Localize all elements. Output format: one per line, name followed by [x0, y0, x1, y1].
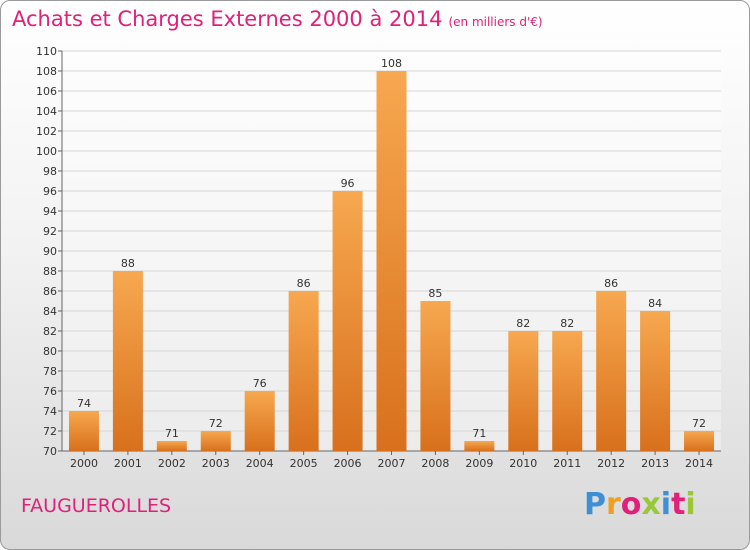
x-tick-label: 2004 [246, 457, 274, 470]
bar-value-label: 72 [209, 417, 223, 430]
logo-letter: t [671, 487, 686, 522]
bar [596, 291, 627, 451]
bar [156, 441, 187, 451]
bar [200, 431, 231, 451]
bar-value-label: 96 [341, 177, 355, 190]
logo-letter: i [685, 487, 696, 522]
bar [508, 331, 539, 451]
y-tick-label: 108 [36, 65, 57, 78]
x-tick-label: 2003 [202, 457, 230, 470]
x-tick-label: 2014 [685, 457, 713, 470]
bar-value-label: 74 [77, 397, 91, 410]
y-tick-label: 106 [36, 85, 57, 98]
y-tick-label: 98 [43, 165, 57, 178]
bar [68, 411, 99, 451]
y-tick-label: 110 [36, 45, 57, 58]
bar [640, 311, 671, 451]
y-tick-label: 84 [43, 305, 57, 318]
x-tick-label: 2002 [158, 457, 186, 470]
x-tick-label: 2010 [509, 457, 537, 470]
bar-value-label: 82 [560, 317, 574, 330]
bar [332, 191, 363, 451]
y-tick-label: 96 [43, 185, 57, 198]
logo-letter: P [584, 487, 606, 522]
bar [464, 441, 495, 451]
x-tick-label: 2008 [421, 457, 449, 470]
y-tick-label: 102 [36, 125, 57, 138]
y-tick-label: 76 [43, 385, 57, 398]
bar-value-label: 86 [297, 277, 311, 290]
x-tick-label: 2007 [378, 457, 406, 470]
bar [376, 71, 407, 451]
bar [684, 431, 715, 451]
x-tick-label: 2001 [114, 457, 142, 470]
bar-value-label: 71 [165, 427, 179, 440]
x-tick-label: 2012 [597, 457, 625, 470]
bar-value-label: 86 [604, 277, 618, 290]
y-tick-label: 104 [36, 105, 57, 118]
bar-value-label: 85 [428, 287, 442, 300]
bar [288, 291, 319, 451]
x-tick-label: 2000 [70, 457, 98, 470]
bar-value-label: 84 [648, 297, 662, 310]
logo-letter: o [620, 487, 642, 522]
y-tick-label: 70 [43, 445, 57, 458]
x-tick-label: 2011 [553, 457, 581, 470]
bar-value-label: 82 [516, 317, 530, 330]
x-tick-label: 2006 [334, 457, 362, 470]
y-tick-label: 86 [43, 285, 57, 298]
y-tick-label: 82 [43, 325, 57, 338]
bar-value-label: 108 [381, 57, 402, 70]
bar-value-label: 71 [472, 427, 486, 440]
y-tick-label: 88 [43, 265, 57, 278]
y-tick-label: 74 [43, 405, 57, 418]
location-name: FAUGUEROLLES [21, 495, 172, 517]
y-tick-label: 80 [43, 345, 57, 358]
bar [244, 391, 275, 451]
logo-letter: i [660, 487, 672, 522]
bar [420, 301, 451, 451]
logo-letter: x [641, 487, 661, 522]
chart-subtitle: (en milliers d'€) [448, 15, 543, 29]
chart-title: Achats et Charges Externes 2000 à 2014 (e… [12, 7, 543, 31]
bar [112, 271, 143, 451]
bar-value-label: 72 [692, 417, 706, 430]
x-tick-label: 2013 [641, 457, 669, 470]
logo-letter: r [606, 487, 621, 522]
x-tick-label: 2005 [290, 457, 318, 470]
y-tick-label: 72 [43, 425, 57, 438]
y-tick-label: 92 [43, 225, 57, 238]
y-tick-label: 90 [43, 245, 57, 258]
y-tick-label: 78 [43, 365, 57, 378]
bar-value-label: 88 [121, 257, 135, 270]
bar-value-label: 76 [253, 377, 267, 390]
chart-title-text: Achats et Charges Externes 2000 à 2014 [12, 7, 443, 31]
proxiti-logo[interactable]: Proxiti [584, 487, 696, 522]
y-tick-label: 94 [43, 205, 57, 218]
x-tick-label: 2009 [465, 457, 493, 470]
bar [552, 331, 583, 451]
y-tick-label: 100 [36, 145, 57, 158]
